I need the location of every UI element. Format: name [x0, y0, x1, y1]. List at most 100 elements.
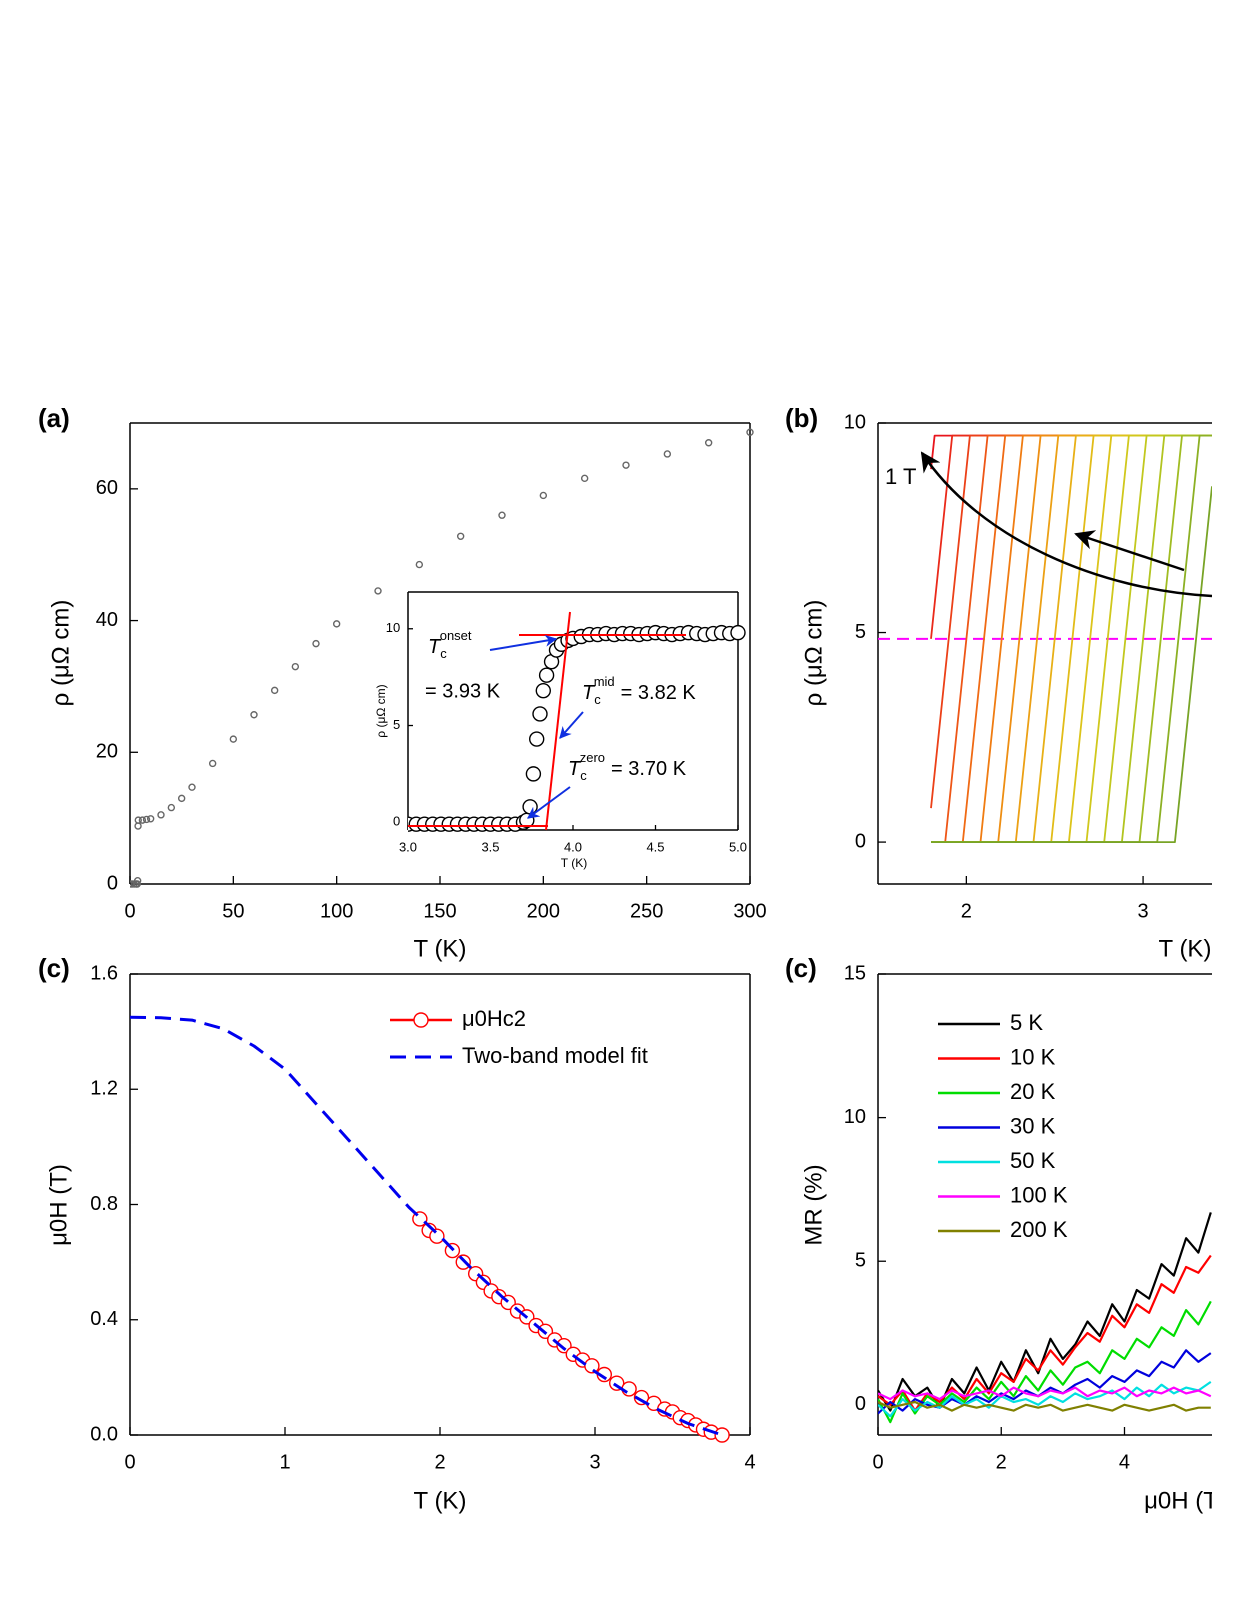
data-point: [525, 766, 542, 782]
plot-area: [878, 434, 1212, 843]
data-point: [208, 759, 217, 768]
data-line: [878, 1380, 1212, 1418]
legend-label: 5 K: [1010, 1010, 1043, 1035]
data-line: [930, 434, 1212, 470]
x-tick-label: 2: [961, 900, 972, 922]
annotation-symbol: T: [568, 758, 582, 780]
x-tick-label: 0: [872, 1451, 883, 1473]
data-point: [535, 682, 551, 699]
pointer-arrow: [527, 786, 571, 819]
panel: 2 3 0 5 10 T (K) ρ (μΩ cm) (b) 1 T: [785, 403, 1212, 962]
data-point: [177, 794, 186, 803]
x-tick-label: 150: [423, 900, 456, 922]
annotation: 1 T: [885, 464, 916, 489]
annotation-superscript: onset: [440, 628, 472, 643]
data-point: [622, 461, 630, 469]
data-point: [134, 822, 142, 830]
panel-label: (c): [785, 953, 817, 983]
y-tick-label: 0: [393, 814, 400, 829]
data-point: [133, 877, 142, 885]
pointer-arrow: [489, 634, 558, 651]
panel-label: (b): [785, 403, 818, 433]
x-tick-label: 3: [589, 1451, 600, 1473]
data-point: [312, 639, 320, 648]
data-point: [663, 450, 672, 458]
legend-label: 50 K: [1010, 1148, 1056, 1173]
annotation-superscript: mid: [594, 674, 615, 689]
annotation-text: = 3.82 K: [621, 682, 697, 704]
data-point: [730, 624, 746, 641]
annotation-superscript: zero: [580, 750, 605, 765]
data-point: [556, 1337, 572, 1354]
y-axis-label: ρ (μΩ cm): [800, 600, 827, 707]
annotation: Tc mid = 3.82 K: [582, 674, 696, 707]
data-point: [167, 803, 176, 812]
data-point: [188, 783, 196, 791]
panel: 0 2 4 0 5 10 15 μ0H (T) MR (%) (c) 5 K 10 K 20 K 30 K…: [785, 953, 1226, 1514]
y-axis-label: ρ (μΩ cm): [47, 600, 74, 707]
y-tick-label: 40: [96, 609, 118, 631]
x-tick-label: 5.0: [729, 840, 747, 855]
legend-label: 20 K: [1010, 1079, 1056, 1104]
x-tick-label: 0: [124, 1451, 135, 1473]
data-line: [878, 1300, 1212, 1424]
y-tick-label: 60: [96, 477, 118, 499]
trend-arrow: [920, 451, 1212, 598]
data-point: [138, 816, 147, 824]
data-line: [931, 486, 1212, 843]
data-point: [270, 686, 279, 695]
y-axis-label: MR (%): [800, 1164, 827, 1245]
data-point: [291, 662, 300, 671]
x-tick-label: 100: [320, 900, 353, 922]
panel-label: (a): [38, 403, 70, 433]
annotation-symbol: T: [428, 636, 442, 658]
x-tick-label: 2: [434, 1451, 445, 1473]
x-axis-label: μ0H (T): [1144, 1487, 1226, 1514]
legend-label: μ0Hc2: [462, 1006, 526, 1031]
x-axis-label: T (K): [561, 856, 587, 870]
y-tick-label: 0: [107, 872, 118, 894]
legend-label: 200 K: [1010, 1217, 1068, 1242]
data-point: [142, 815, 151, 824]
data-point: [429, 1228, 445, 1244]
x-tick-label: 4: [1119, 1451, 1130, 1473]
y-tick-label: 0.8: [90, 1193, 118, 1215]
data-point: [538, 667, 555, 683]
data-point: [704, 439, 713, 447]
x-tick-label: 0: [124, 900, 135, 922]
legend-marker: [413, 1012, 429, 1028]
annotation: Tc onset: [428, 628, 472, 661]
data-point: [539, 491, 548, 500]
data-point: [580, 474, 589, 483]
x-tick-label: 50: [222, 900, 244, 922]
y-tick-label: 15: [844, 962, 866, 984]
data-point: [134, 816, 142, 824]
x-tick-label: 300: [733, 900, 766, 922]
data-point: [250, 711, 258, 719]
data-point: [532, 706, 548, 722]
y-tick-label: 0.4: [90, 1308, 118, 1330]
y-axis-label: μ0H (T): [45, 1164, 72, 1246]
data-line: [878, 1400, 1211, 1412]
x-axis-label: T (K): [414, 935, 467, 962]
annotation-text: = 3.70 K: [611, 758, 687, 780]
x-tick-label: 250: [630, 900, 663, 922]
data-point: [374, 587, 382, 595]
x-tick-label: 4: [744, 1451, 755, 1473]
y-tick-label: 5: [855, 1250, 866, 1272]
data-point: [714, 1427, 730, 1443]
y-tick-label: 1.2: [90, 1078, 118, 1100]
data-point: [133, 880, 141, 888]
x-tick-label: 4.5: [646, 840, 664, 855]
y-tick-label: 10: [844, 1106, 866, 1128]
data-point: [157, 811, 165, 819]
x-tick-label: 1: [279, 1451, 290, 1473]
data-line: [130, 1015, 723, 1437]
x-tick-label: 3.0: [399, 840, 417, 855]
data-line: [930, 434, 1212, 639]
data-line: [930, 434, 1212, 809]
y-tick-label: 1.6: [90, 962, 118, 984]
